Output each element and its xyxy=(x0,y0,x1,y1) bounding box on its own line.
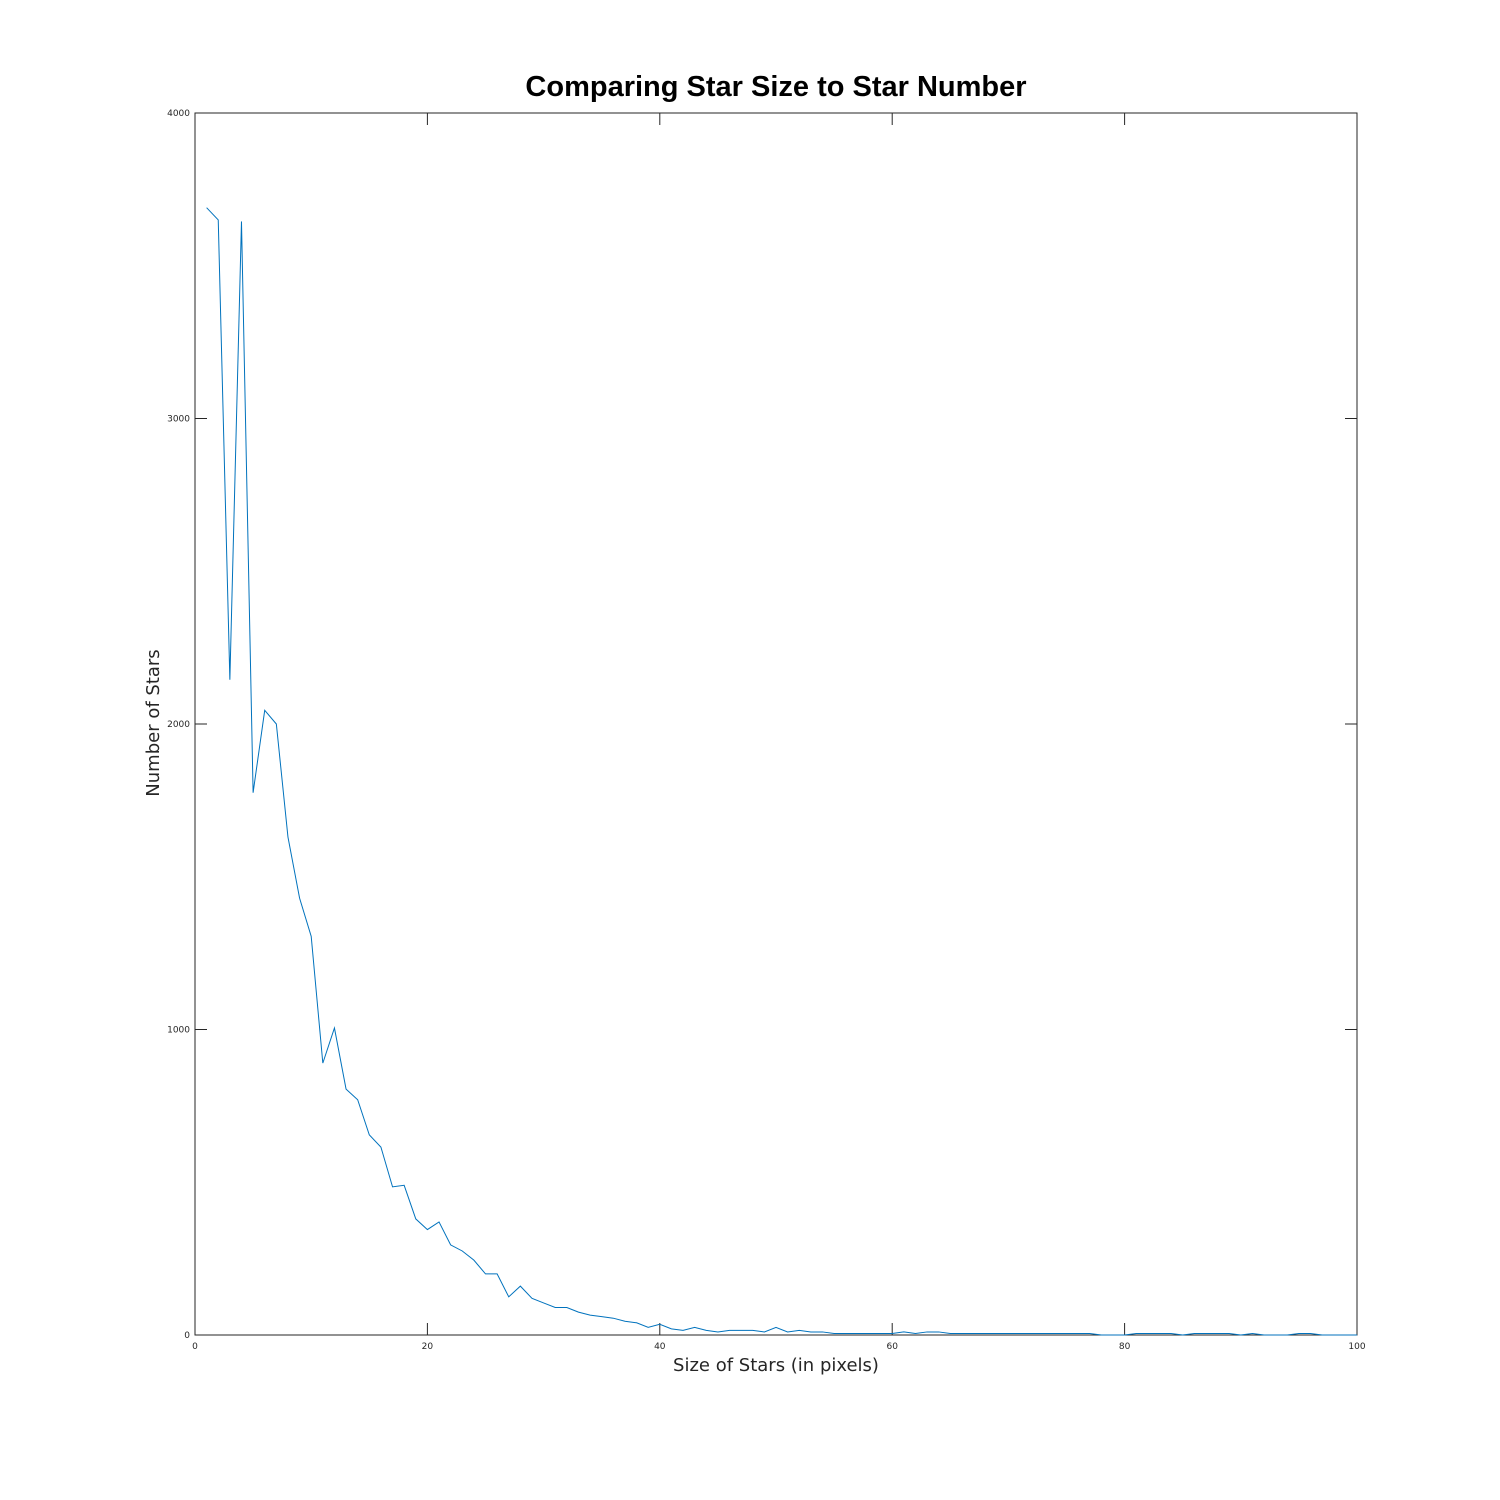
x-tick-label: 0 xyxy=(192,1342,198,1352)
x-axis-label: Size of Stars (in pixels) xyxy=(673,1355,879,1376)
chart-title: Comparing Star Size to Star Number xyxy=(525,71,1026,103)
x-tick-label: 20 xyxy=(422,1342,434,1352)
x-tick-label: 40 xyxy=(654,1342,666,1352)
x-tick-label: 100 xyxy=(1348,1342,1365,1352)
y-tick-label: 3000 xyxy=(167,415,190,425)
series-line xyxy=(206,207,1357,1336)
axes-box xyxy=(194,112,1358,1336)
y-axis-label: Number of Stars xyxy=(143,649,164,796)
y-tick-label: 2000 xyxy=(167,720,190,730)
x-tick-label: 80 xyxy=(1119,1342,1131,1352)
y-tick-label: 0 xyxy=(184,1331,190,1341)
series-layer xyxy=(206,207,1357,1336)
y-tick-label: 4000 xyxy=(167,109,190,119)
y-tick-label: 1000 xyxy=(167,1026,190,1036)
x-tick-label: 60 xyxy=(886,1342,898,1352)
